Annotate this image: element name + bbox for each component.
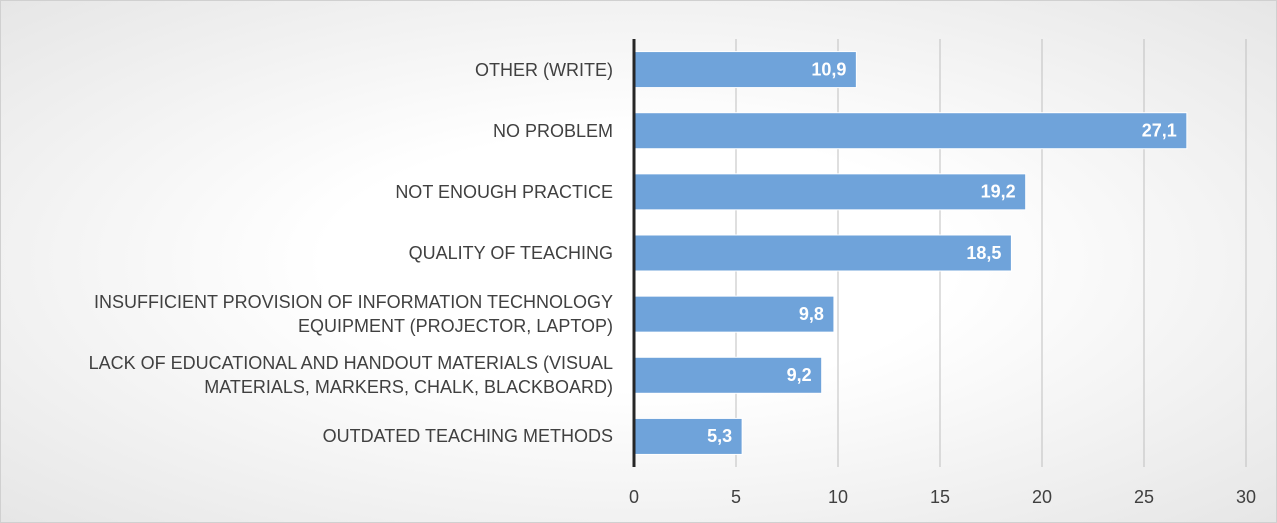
x-tick-label: 10	[828, 487, 848, 507]
x-tick-label: 15	[930, 487, 950, 507]
x-tick-label: 30	[1236, 487, 1256, 507]
data-label: 9,8	[799, 304, 824, 324]
data-label: 10,9	[811, 59, 846, 79]
bar	[633, 234, 1012, 272]
x-tick-label: 25	[1134, 487, 1154, 507]
data-label: 18,5	[966, 243, 1001, 263]
y-tick-label: NO PROBLEM	[492, 120, 613, 141]
y-tick-label: INSUFFICIENT PROVISION OF INFORMATION TE…	[93, 292, 613, 337]
bar	[633, 112, 1188, 150]
y-tick-label: QUALITY OF TEACHING	[408, 243, 613, 263]
data-label: 27,1	[1142, 120, 1177, 140]
bar	[633, 51, 857, 89]
y-tick-label: OUTDATED TEACHING METHODS	[322, 426, 613, 447]
x-tick-label: 5	[731, 487, 741, 507]
bar	[633, 417, 743, 455]
data-label: 9,2	[787, 365, 812, 385]
bar	[633, 356, 823, 394]
bar	[633, 173, 1027, 211]
bar	[633, 295, 835, 333]
data-label: 19,2	[981, 182, 1016, 202]
x-tick-label: 0	[629, 487, 639, 507]
y-tick-label: OTHER (WRITE)	[475, 59, 613, 80]
y-tick-label: NOT ENOUGH PRACTICE	[395, 181, 613, 202]
y-tick-label: LACK OF EDUCATIONAL AND HANDOUT MATERIAL…	[88, 353, 613, 398]
data-label: 5,3	[707, 426, 732, 446]
x-tick-label: 20	[1032, 487, 1052, 507]
